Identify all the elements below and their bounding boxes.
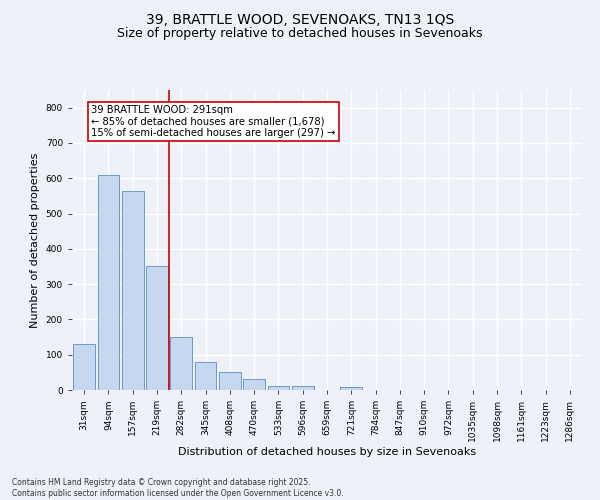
Bar bbox=[219, 372, 241, 390]
Y-axis label: Number of detached properties: Number of detached properties bbox=[30, 152, 40, 328]
Bar bbox=[268, 386, 289, 390]
Bar bbox=[122, 190, 143, 390]
Text: Contains HM Land Registry data © Crown copyright and database right 2025.
Contai: Contains HM Land Registry data © Crown c… bbox=[12, 478, 344, 498]
Bar bbox=[243, 378, 265, 390]
Bar bbox=[97, 176, 119, 390]
X-axis label: Distribution of detached houses by size in Sevenoaks: Distribution of detached houses by size … bbox=[178, 446, 476, 456]
Text: Size of property relative to detached houses in Sevenoaks: Size of property relative to detached ho… bbox=[117, 28, 483, 40]
Bar bbox=[340, 387, 362, 390]
Bar bbox=[73, 344, 95, 390]
Bar bbox=[146, 266, 168, 390]
Bar bbox=[194, 362, 217, 390]
Bar bbox=[170, 337, 192, 390]
Bar bbox=[292, 386, 314, 390]
Text: 39 BRATTLE WOOD: 291sqm
← 85% of detached houses are smaller (1,678)
15% of semi: 39 BRATTLE WOOD: 291sqm ← 85% of detache… bbox=[91, 105, 336, 138]
Text: 39, BRATTLE WOOD, SEVENOAKS, TN13 1QS: 39, BRATTLE WOOD, SEVENOAKS, TN13 1QS bbox=[146, 12, 454, 26]
